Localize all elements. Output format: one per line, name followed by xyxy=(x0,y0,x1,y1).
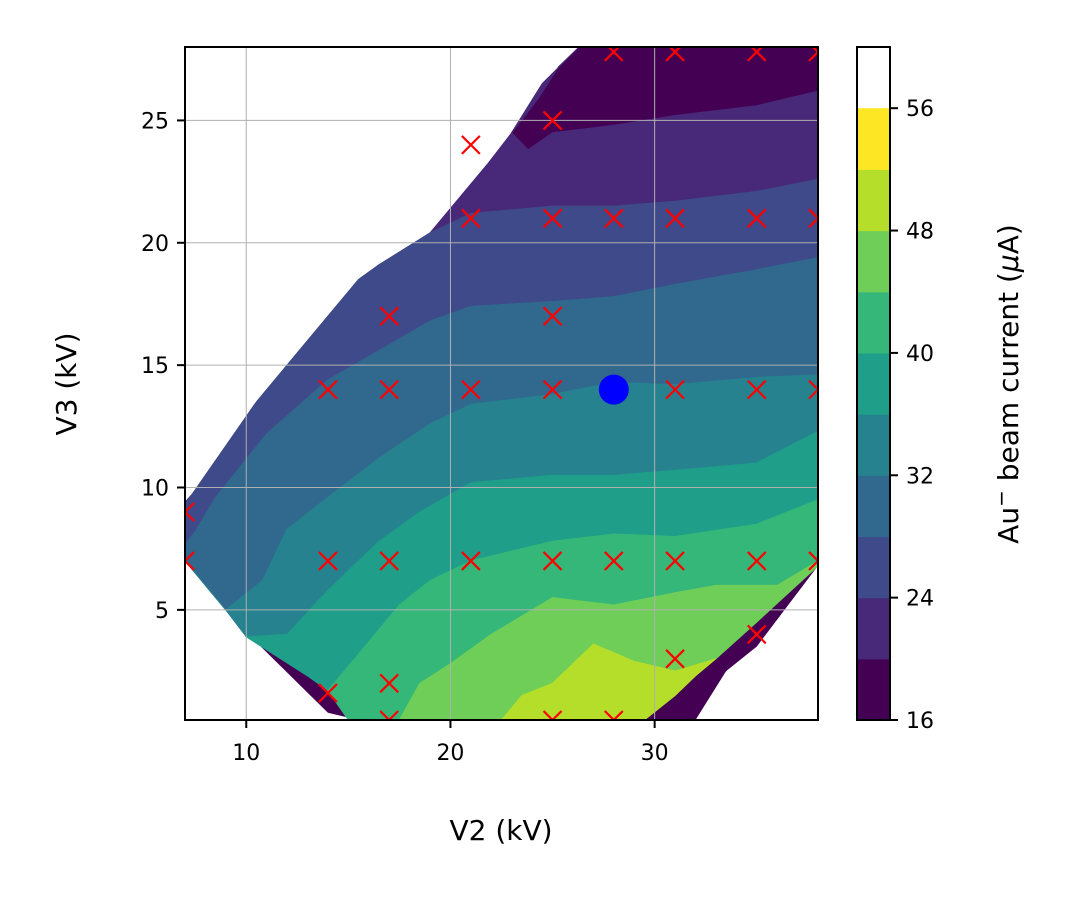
y-tick-label: 20 xyxy=(141,232,169,257)
colorbar-swatches xyxy=(857,108,890,721)
colorbar-swatch xyxy=(857,597,890,660)
measured-point-marker xyxy=(542,710,563,720)
colorbar-tick-label: 32 xyxy=(906,464,934,489)
measured-points xyxy=(185,47,818,720)
measured-point-marker xyxy=(461,551,481,571)
measured-point-marker xyxy=(379,379,399,400)
measured-point-marker xyxy=(604,551,624,571)
measured-point-marker xyxy=(318,683,338,703)
x-axis: 10 20 30 xyxy=(232,720,669,766)
plot-frame xyxy=(184,46,819,721)
colorbar-label-middle: beam current ( xyxy=(992,272,1025,490)
colorbar-tick-label: 16 xyxy=(906,709,934,734)
colorbar-tick-label: 56 xyxy=(906,97,934,122)
measured-point-marker xyxy=(604,47,624,62)
plot-area xyxy=(184,46,819,721)
colorbar-label-superscript: − xyxy=(989,490,1013,507)
measured-point-marker xyxy=(379,710,399,720)
y-tick-label: 5 xyxy=(155,599,169,624)
measured-point-marker xyxy=(185,502,195,522)
contour-band xyxy=(500,643,717,720)
measured-point-marker xyxy=(379,306,399,326)
colorbar-swatch xyxy=(857,536,890,599)
x-tick-label: 20 xyxy=(436,741,464,766)
colorbar-label-suffix: A) xyxy=(992,224,1025,254)
measured-point-marker xyxy=(542,110,563,131)
y-tick-label: 10 xyxy=(141,477,169,502)
measured-point-marker xyxy=(665,379,685,400)
measured-point-marker xyxy=(461,379,481,400)
colorbar-swatch xyxy=(857,291,890,354)
y-axis-label: V3 (kV) xyxy=(50,332,83,435)
measured-point-marker xyxy=(542,551,563,571)
colorbar-swatch xyxy=(857,230,890,293)
y-tick-label: 25 xyxy=(141,109,169,134)
colorbar-swatch xyxy=(857,475,890,538)
measured-point-marker xyxy=(185,551,195,571)
measured-point-marker xyxy=(746,551,767,571)
colorbar-swatch xyxy=(857,352,890,415)
colorbar-tick-label: 24 xyxy=(906,587,934,612)
colorbar-swatch xyxy=(857,414,890,476)
x-tick-label: 30 xyxy=(641,741,669,766)
colorbar-label-prefix: Au xyxy=(992,507,1025,544)
y-axis: 5 10 15 20 25 xyxy=(141,109,185,624)
measured-point-marker xyxy=(665,551,685,571)
measured-point-marker xyxy=(542,208,563,229)
colorbar-label: Au− beam current (μA) xyxy=(989,224,1025,544)
measured-point-marker xyxy=(746,208,767,229)
y-tick-label: 15 xyxy=(141,354,169,379)
optimum-marker xyxy=(598,374,629,405)
measured-point-marker xyxy=(604,208,624,229)
colorbar-tick-label: 48 xyxy=(906,220,934,245)
measured-point-marker xyxy=(318,551,338,571)
measured-point-marker xyxy=(379,551,399,571)
x-tick-label: 10 xyxy=(232,741,260,766)
measured-point-marker xyxy=(808,47,818,62)
colorbar-swatch xyxy=(857,108,890,170)
colorbar-tick-label: 40 xyxy=(906,342,934,367)
colorbar-swatch xyxy=(857,169,890,232)
measured-point-marker xyxy=(665,47,685,62)
measured-point-marker xyxy=(746,624,767,645)
colorbar-swatch xyxy=(857,658,890,721)
measured-point-marker xyxy=(318,379,338,400)
measured-point-marker xyxy=(665,208,685,229)
colorbar-label-mu: μ xyxy=(992,254,1025,273)
measured-point-marker xyxy=(604,710,624,720)
colorbar: 16 24 32 40 48 56 Au− beam current (μA) xyxy=(856,46,1025,734)
measured-point-marker xyxy=(461,208,481,229)
measured-point-marker xyxy=(461,135,481,155)
measured-point-marker xyxy=(665,649,685,669)
x-axis-label: V2 (kV) xyxy=(449,814,552,847)
measured-point-marker xyxy=(746,379,767,400)
measured-point-marker xyxy=(808,379,818,400)
measured-point-marker xyxy=(542,379,563,400)
measured-point-marker xyxy=(746,47,767,62)
measured-point-marker xyxy=(542,306,563,326)
measured-point-marker xyxy=(808,551,818,571)
grid xyxy=(185,47,818,720)
colorbar-frame xyxy=(856,46,891,721)
measured-point-marker xyxy=(379,673,399,694)
optimum-point xyxy=(598,374,629,405)
measured-point-marker xyxy=(808,208,818,229)
contour-bands xyxy=(185,47,818,720)
colorbar-ticks: 16 24 32 40 48 56 xyxy=(890,97,934,734)
